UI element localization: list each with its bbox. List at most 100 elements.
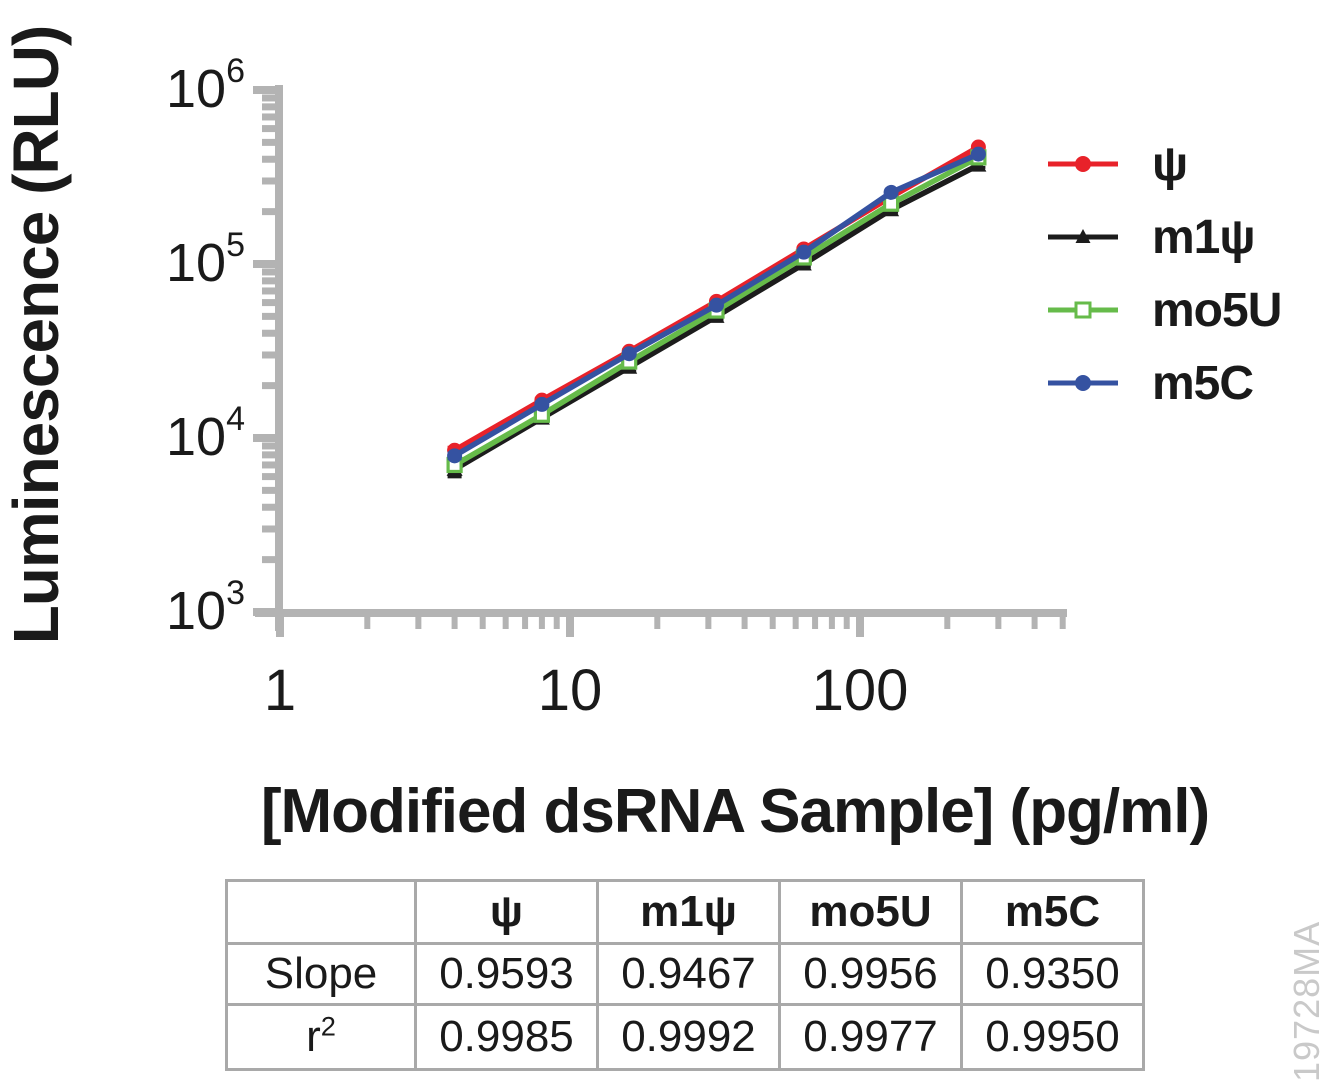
y-tick-label: 105 — [166, 226, 245, 293]
y-minor-tick — [262, 287, 275, 295]
table-col-psi: ψ — [414, 879, 599, 945]
row-label-sup: 2 — [320, 1010, 336, 1042]
y-minor-tick — [262, 208, 275, 216]
x-minor-tick — [944, 617, 951, 629]
x-minor-tick — [812, 617, 819, 629]
legend-marker — [1074, 301, 1092, 319]
y-minor-tick — [262, 155, 275, 163]
y-minor-tick — [262, 103, 275, 111]
row-label-text: r — [306, 1012, 321, 1061]
y-minor-tick — [262, 299, 275, 307]
data-point-marker — [796, 244, 812, 260]
table-cell: 0.9956 — [778, 942, 963, 1006]
x-major-tick — [856, 617, 864, 637]
y-minor-tick — [262, 525, 275, 533]
y-minor-tick — [262, 351, 275, 359]
table-row-r2: r2 0.9985 0.9992 0.9977 0.9950 — [225, 1003, 1145, 1071]
y-minor-tick — [262, 503, 275, 511]
x-major-tick — [276, 617, 284, 637]
x-minor-tick — [479, 617, 486, 629]
y-minor-tick — [262, 329, 275, 337]
row-label-r2: r2 — [225, 1003, 417, 1071]
x-minor-tick — [769, 617, 776, 629]
y-minor-tick — [262, 177, 275, 185]
x-minor-tick — [843, 617, 850, 629]
watermark: 19728MA — [1286, 920, 1322, 1082]
x-minor-tick — [1031, 617, 1038, 629]
legend-label: m1ψ — [1152, 210, 1256, 264]
legend-marker-m1psi-icon — [1048, 229, 1118, 243]
table-col-mo5U: mo5U — [778, 879, 963, 945]
legend-marker — [1075, 229, 1091, 243]
y-minor-tick — [262, 486, 275, 494]
table-col-m5C: m5C — [960, 879, 1145, 945]
x-axis-title: [Modified dsRNA Sample] (pg/ml) — [260, 777, 1210, 846]
data-point-marker — [534, 396, 550, 412]
y-minor-tick — [262, 382, 275, 390]
y-major-tick — [253, 608, 275, 616]
legend-item-m1psi: m1ψ — [1046, 205, 1281, 269]
legend-marker-m5C-icon — [1048, 375, 1118, 391]
x-minor-tick — [1059, 617, 1066, 629]
y-tick-label: 106 — [166, 52, 245, 119]
y-minor-tick — [262, 94, 275, 102]
legend-item-mo5U: mo5U — [1046, 278, 1282, 342]
y-minor-tick — [262, 312, 275, 320]
data-point-marker — [447, 448, 463, 464]
legend-marker — [1075, 156, 1091, 172]
x-minor-tick — [451, 617, 458, 629]
y-minor-tick — [262, 442, 275, 450]
table-cell: 0.9593 — [414, 942, 599, 1006]
legend-item-psi: ψ — [1046, 132, 1281, 196]
legend-marker-psi-icon — [1048, 156, 1118, 172]
x-minor-tick — [415, 617, 422, 629]
row-label-text: Slope — [264, 949, 378, 998]
x-minor-tick — [553, 617, 560, 629]
y-major-tick — [253, 434, 275, 442]
x-tick-label: 100 — [812, 658, 909, 723]
y-major-tick — [253, 260, 275, 268]
line-chart: 1 10 100 103 104 105 106 — [166, 52, 1067, 723]
row-label-slope: Slope — [225, 942, 417, 1006]
series-m5C — [447, 146, 986, 464]
legend-label: m5C — [1152, 356, 1254, 410]
table-header-row: ψ m1ψ mo5U m5C — [225, 879, 1145, 945]
chart-legend: ψ m1ψ mo5U m5C — [1046, 132, 1282, 424]
y-minor-tick — [262, 268, 275, 276]
y-minor-tick — [262, 277, 275, 285]
data-point-marker — [970, 146, 986, 162]
fit-stats-table: ψ m1ψ mo5U m5C Slope 0.9593 0.9467 0.995… — [225, 879, 1145, 1071]
table-cell: 0.9985 — [414, 1003, 599, 1071]
x-axis-line — [255, 609, 1067, 617]
data-point-marker — [883, 184, 899, 200]
y-minor-tick — [262, 461, 275, 469]
x-minor-tick — [364, 617, 371, 629]
legend-label: mo5U — [1152, 283, 1282, 337]
legend-marker — [1075, 375, 1091, 391]
x-minor-tick — [502, 617, 509, 629]
table-row-slope: Slope 0.9593 0.9467 0.9956 0.9350 — [225, 942, 1145, 1006]
x-minor-tick — [654, 617, 661, 629]
x-tick-label: 1 — [264, 658, 296, 723]
x-minor-tick — [792, 617, 799, 629]
table-cell: 0.9350 — [960, 942, 1145, 1006]
y-tick-label: 103 — [166, 574, 245, 641]
data-point-marker — [708, 297, 724, 313]
table-col-m1psi: m1ψ — [596, 879, 781, 945]
x-minor-tick — [741, 617, 748, 629]
y-major-tick — [253, 86, 275, 94]
table-cell: 0.9992 — [596, 1003, 781, 1071]
y-minor-tick — [262, 556, 275, 564]
x-minor-tick — [828, 617, 835, 629]
table-cell: 0.9467 — [596, 942, 781, 1006]
table-cell: 0.9950 — [960, 1003, 1145, 1071]
y-minor-tick — [262, 113, 275, 121]
y-minor-tick — [262, 138, 275, 146]
table-cell: 0.9977 — [778, 1003, 963, 1071]
x-minor-tick — [705, 617, 712, 629]
y-minor-tick — [262, 451, 275, 459]
x-minor-tick — [538, 617, 545, 629]
x-tick-label: 10 — [538, 658, 603, 723]
y-tick-label: 104 — [166, 400, 245, 467]
